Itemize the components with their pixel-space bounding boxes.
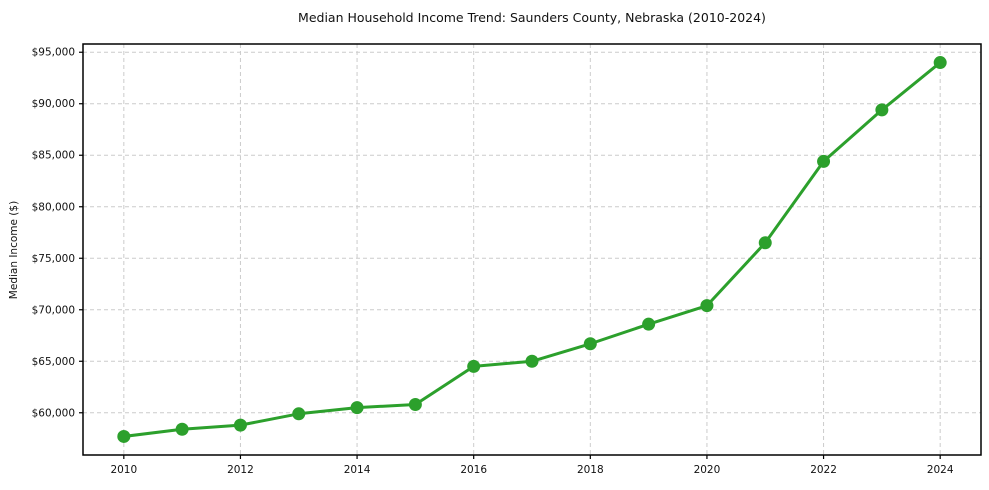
x-tick-label: 2016 xyxy=(460,464,487,476)
y-tick-label: $65,000 xyxy=(32,356,75,368)
x-tick-label: 2022 xyxy=(810,464,837,476)
data-point xyxy=(350,401,364,415)
y-tick-label: $90,000 xyxy=(32,98,75,110)
trend-line xyxy=(122,61,942,438)
x-tick-label: 2018 xyxy=(577,464,604,476)
data-point xyxy=(700,299,714,313)
data-point xyxy=(817,154,831,168)
x-tick-label: 2014 xyxy=(344,464,371,476)
data-point xyxy=(525,354,539,368)
data-point xyxy=(175,422,189,436)
y-tick-label: $70,000 xyxy=(32,304,75,316)
data-point xyxy=(583,337,597,351)
data-point xyxy=(117,429,131,443)
data-point xyxy=(758,236,772,250)
y-tick-label: $60,000 xyxy=(32,407,75,419)
x-tick-label: 2010 xyxy=(110,464,137,476)
data-point xyxy=(933,56,947,70)
x-tick-label: 2024 xyxy=(927,464,954,476)
data-point xyxy=(292,407,306,421)
x-tick-label: 2020 xyxy=(694,464,721,476)
y-tick-label: $95,000 xyxy=(32,47,75,59)
data-point xyxy=(642,317,656,331)
data-point xyxy=(467,359,481,373)
x-tick-label: 2012 xyxy=(227,464,254,476)
data-point xyxy=(233,418,247,432)
y-tick-label: $75,000 xyxy=(32,253,75,265)
data-point xyxy=(408,398,422,412)
data-point xyxy=(875,103,889,117)
chart-title: Median Household Income Trend: Saunders … xyxy=(298,10,766,25)
y-tick-label: $80,000 xyxy=(32,201,75,213)
plot-border xyxy=(82,43,982,456)
y-tick-label: $85,000 xyxy=(32,150,75,162)
